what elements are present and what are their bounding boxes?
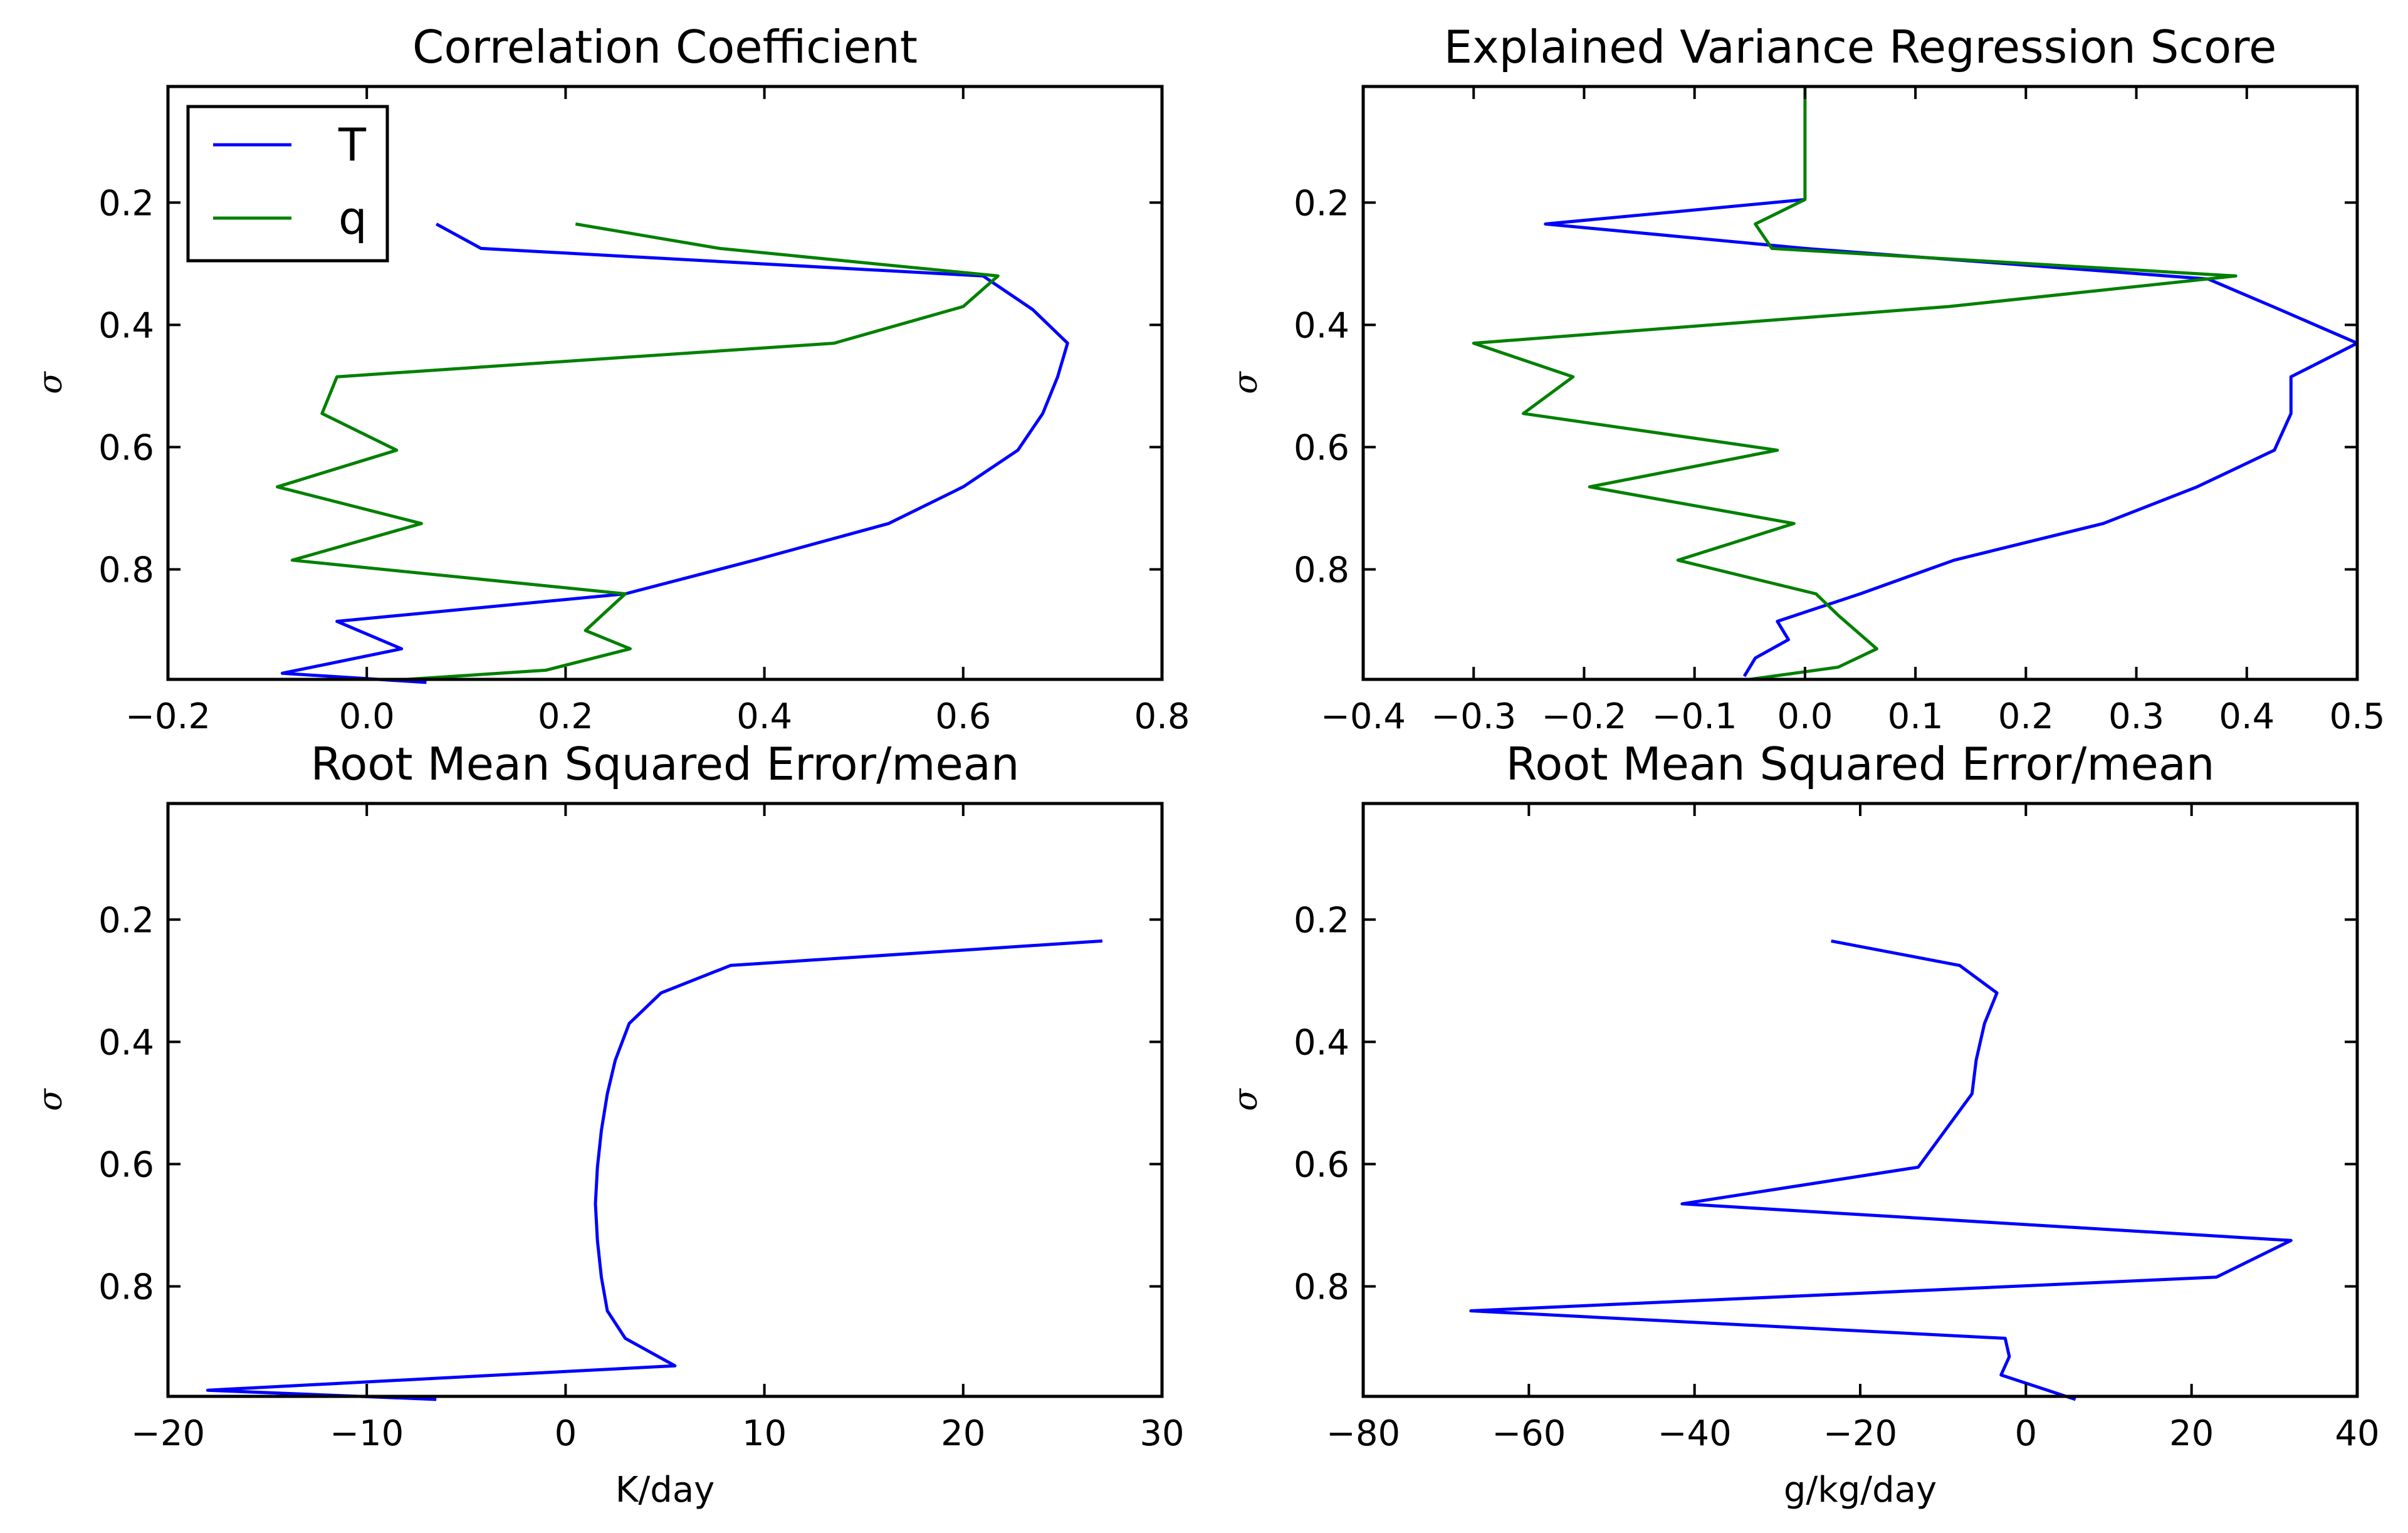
x-tick-label: 0.2	[538, 696, 594, 737]
y-tick-label: 0.6	[98, 427, 154, 468]
x-tick-label: 0	[2015, 1413, 2038, 1454]
y-tick-label: 0.4	[98, 305, 154, 346]
series-line-T	[280, 222, 1069, 684]
x-tick-label: 0.0	[1777, 696, 1833, 737]
axes-frame	[166, 85, 1164, 681]
legend-label-q: q	[338, 192, 367, 244]
x-tick-label: 20	[941, 1413, 985, 1454]
y-tick-label: 0.8	[98, 1267, 154, 1307]
x-axis-label: K/day	[615, 1470, 715, 1510]
series-layer	[276, 222, 1069, 684]
y-tick-label: 0.2	[98, 900, 154, 941]
series-line-q	[1469, 939, 2293, 1401]
panel-title: Explained Variance Regression Score	[1444, 21, 2277, 73]
legend-label-T: T	[338, 118, 367, 171]
panel-title: Correlation Coefficient	[412, 21, 918, 73]
axes-frame	[1361, 85, 2359, 681]
series-layer	[206, 939, 1102, 1401]
x-tick-label: −40	[1658, 1413, 1732, 1454]
y-tick-label: 0.2	[1294, 183, 1349, 224]
y-tick-label: 0.6	[1294, 427, 1349, 468]
x-tick-label: −0.2	[1541, 696, 1626, 737]
y-tick-label: 0.4	[1294, 305, 1349, 346]
y-tick-label: 0.2	[1294, 900, 1349, 941]
x-tick-label: 30	[1139, 1413, 1184, 1454]
panel-rmse-humidity: Root Mean Squared Error/mean σ g/kg/day …	[1227, 738, 2380, 1510]
x-tick-label: 0.4	[2219, 696, 2275, 737]
tick-layer: −20 −10 0 10 20 30 0.2 0.4 0.6 0.8	[98, 803, 1185, 1454]
y-tick-label: 0.6	[98, 1144, 154, 1185]
x-tick-label: 0.4	[736, 696, 792, 737]
x-tick-label: −20	[1823, 1413, 1897, 1454]
series-line-T	[206, 939, 1102, 1401]
tick-layer: −0.4 −0.3 −0.2 −0.1 0.0 0.1 0.2 0.3 0.4 0.5 0.2 0.4…	[1294, 86, 2385, 737]
axes-frame	[1361, 802, 2359, 1398]
x-tick-label: 20	[2169, 1413, 2214, 1454]
x-tick-label: 0.6	[935, 696, 991, 737]
x-tick-label: −60	[1492, 1413, 1566, 1454]
x-tick-label: 0	[555, 1413, 577, 1454]
x-tick-label: −20	[131, 1413, 205, 1454]
y-tick-label: 0.8	[1294, 1267, 1349, 1307]
x-tick-label: 0.0	[339, 696, 395, 737]
x-tick-label: −10	[330, 1413, 404, 1454]
tick-layer: −0.2 0.0 0.2 0.4 0.6 0.8 0.2 0.4 0.6 0.8	[98, 86, 1190, 737]
legend-box	[186, 105, 389, 263]
axes-frame	[166, 802, 1164, 1398]
x-tick-label: 40	[2335, 1413, 2379, 1454]
x-tick-label: 0.8	[1134, 696, 1190, 737]
y-tick-label: 0.4	[1294, 1022, 1349, 1063]
x-tick-label: 0.5	[2329, 696, 2385, 737]
x-tick-label: 0.3	[2108, 696, 2164, 737]
series-line-T	[1544, 197, 2359, 678]
series-line-q	[276, 222, 1000, 681]
x-tick-label: 0.2	[1998, 696, 2054, 737]
y-tick-label: 0.8	[1294, 550, 1349, 590]
y-axis-label: σ	[32, 1088, 70, 1111]
y-axis-label: σ	[1227, 1088, 1265, 1111]
panel-title: Root Mean Squared Error/mean	[310, 738, 1019, 790]
x-tick-label: −0.3	[1431, 696, 1516, 737]
panel-title: Root Mean Squared Error/mean	[1505, 738, 2214, 790]
x-axis-label: g/kg/day	[1784, 1470, 1937, 1510]
x-tick-label: −80	[1326, 1413, 1400, 1454]
y-tick-label: 0.4	[98, 1022, 154, 1063]
series-line-q	[1472, 86, 2238, 681]
x-tick-label: 0.1	[1888, 696, 1944, 737]
panel-correlation-coefficient: Correlation Coefficient σ −0.2 0.0 0.2 0.4 0…	[32, 21, 1190, 737]
y-axis-label: σ	[1227, 371, 1265, 394]
x-tick-label: −0.2	[125, 696, 211, 737]
x-tick-label: 10	[742, 1413, 787, 1454]
panel-rmse-temperature: Root Mean Squared Error/mean σ K/day −20…	[32, 738, 1185, 1510]
y-tick-label: 0.6	[1294, 1144, 1349, 1185]
y-tick-label: 0.8	[98, 550, 154, 590]
legend: T q	[186, 105, 389, 263]
series-layer	[1472, 86, 2359, 681]
x-tick-label: −0.1	[1652, 696, 1737, 737]
y-tick-label: 0.2	[98, 183, 154, 224]
panel-explained-variance: Explained Variance Regression Score σ −0…	[1227, 21, 2385, 737]
series-layer	[1469, 939, 2293, 1401]
y-axis-label: σ	[32, 371, 70, 394]
tick-layer: −80 −60 −40 −20 0 20 40 0.2 0.4 0.6 0.8	[1294, 803, 2380, 1454]
x-tick-label: −0.4	[1321, 696, 1406, 737]
